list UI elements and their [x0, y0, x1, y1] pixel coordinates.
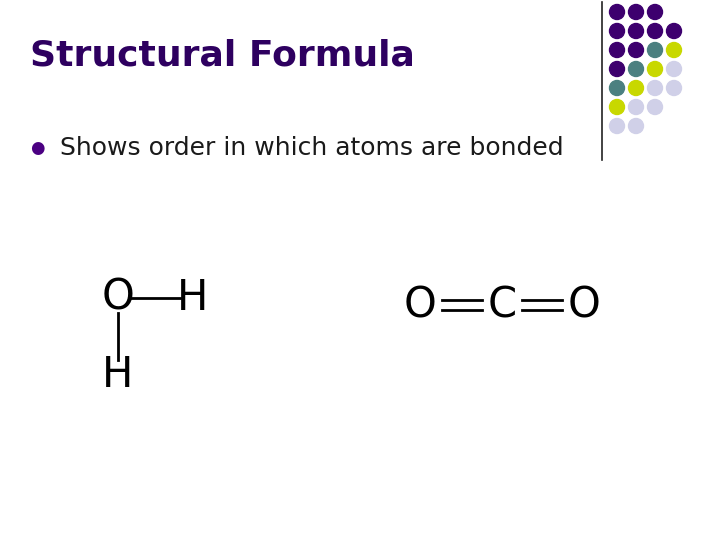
Text: H: H	[177, 277, 209, 319]
Circle shape	[629, 99, 644, 114]
Circle shape	[647, 43, 662, 57]
Text: Shows order in which atoms are bonded: Shows order in which atoms are bonded	[60, 136, 564, 160]
Text: C: C	[487, 284, 516, 326]
Circle shape	[647, 80, 662, 96]
Circle shape	[610, 99, 624, 114]
Text: Structural Formula: Structural Formula	[30, 38, 415, 72]
Circle shape	[629, 43, 644, 57]
Circle shape	[667, 43, 682, 57]
Circle shape	[667, 80, 682, 96]
Circle shape	[610, 80, 624, 96]
Circle shape	[610, 24, 624, 38]
Circle shape	[610, 43, 624, 57]
Circle shape	[667, 24, 682, 38]
Text: O: O	[404, 284, 436, 326]
Text: O: O	[102, 277, 135, 319]
Circle shape	[647, 24, 662, 38]
Circle shape	[629, 62, 644, 77]
Circle shape	[610, 118, 624, 133]
Text: ●: ●	[30, 139, 45, 157]
Circle shape	[629, 24, 644, 38]
Circle shape	[647, 4, 662, 19]
Circle shape	[667, 62, 682, 77]
Text: O: O	[567, 284, 600, 326]
Circle shape	[629, 4, 644, 19]
Circle shape	[629, 118, 644, 133]
Circle shape	[610, 62, 624, 77]
Circle shape	[629, 80, 644, 96]
Circle shape	[610, 4, 624, 19]
Circle shape	[647, 99, 662, 114]
Text: H: H	[102, 354, 134, 396]
Circle shape	[647, 62, 662, 77]
